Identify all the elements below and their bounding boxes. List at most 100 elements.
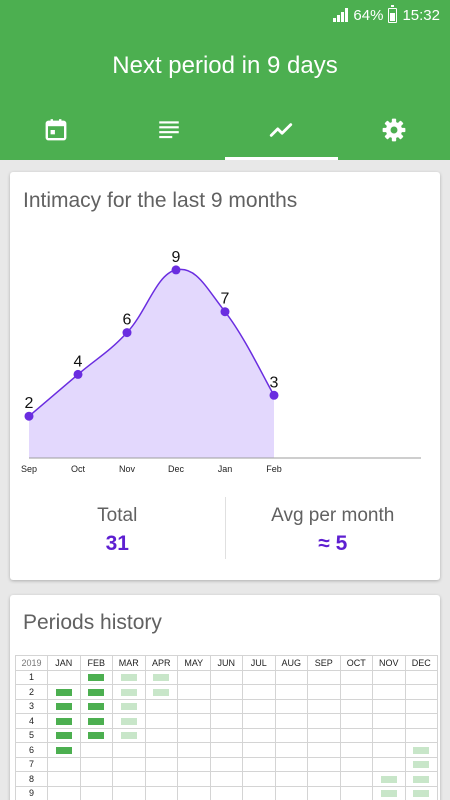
history-cell[interactable]	[242, 771, 276, 787]
history-cell[interactable]	[144, 727, 178, 743]
history-cell[interactable]	[404, 713, 438, 729]
history-cell[interactable]	[339, 756, 373, 772]
history-cell[interactable]	[209, 669, 243, 685]
history-cell[interactable]	[372, 756, 406, 772]
history-cell[interactable]	[47, 756, 81, 772]
history-cell[interactable]	[144, 698, 178, 714]
history-cell[interactable]	[79, 785, 113, 800]
history-cell[interactable]	[79, 669, 113, 685]
history-cell[interactable]	[47, 771, 81, 787]
history-cell[interactable]	[112, 785, 146, 800]
history-cell[interactable]	[404, 698, 438, 714]
history-cell[interactable]	[404, 785, 438, 800]
history-cell[interactable]	[47, 698, 81, 714]
history-cell[interactable]	[372, 742, 406, 758]
history-cell[interactable]	[47, 713, 81, 729]
tab-list[interactable]	[113, 100, 226, 160]
history-cell[interactable]	[274, 742, 308, 758]
history-cell[interactable]	[112, 698, 146, 714]
history-cell[interactable]	[307, 669, 341, 685]
history-cell[interactable]	[79, 756, 113, 772]
history-cell[interactable]	[112, 742, 146, 758]
history-cell[interactable]	[144, 785, 178, 800]
history-cell[interactable]	[47, 669, 81, 685]
history-cell[interactable]	[112, 669, 146, 685]
history-cell[interactable]	[177, 742, 211, 758]
history-cell[interactable]	[79, 698, 113, 714]
history-cell[interactable]	[339, 713, 373, 729]
history-cell[interactable]	[404, 742, 438, 758]
history-cell[interactable]	[47, 785, 81, 800]
history-cell[interactable]	[274, 698, 308, 714]
history-cell[interactable]	[339, 669, 373, 685]
history-cell[interactable]	[242, 684, 276, 700]
history-cell[interactable]	[144, 713, 178, 729]
history-cell[interactable]	[144, 669, 178, 685]
history-cell[interactable]	[209, 684, 243, 700]
history-cell[interactable]	[112, 684, 146, 700]
history-cell[interactable]	[274, 669, 308, 685]
history-cell[interactable]	[177, 698, 211, 714]
history-cell[interactable]	[112, 727, 146, 743]
history-cell[interactable]	[177, 713, 211, 729]
history-cell[interactable]	[79, 727, 113, 743]
history-cell[interactable]	[404, 684, 438, 700]
history-cell[interactable]	[242, 669, 276, 685]
history-cell[interactable]	[372, 698, 406, 714]
history-cell[interactable]	[144, 742, 178, 758]
history-cell[interactable]	[339, 771, 373, 787]
history-cell[interactable]	[307, 684, 341, 700]
history-cell[interactable]	[79, 771, 113, 787]
history-cell[interactable]	[404, 727, 438, 743]
tab-calendar[interactable]	[0, 100, 113, 160]
history-cell[interactable]	[47, 742, 81, 758]
history-cell[interactable]	[339, 742, 373, 758]
history-cell[interactable]	[372, 713, 406, 729]
history-cell[interactable]	[209, 756, 243, 772]
history-cell[interactable]	[307, 698, 341, 714]
history-cell[interactable]	[242, 756, 276, 772]
history-cell[interactable]	[274, 727, 308, 743]
history-cell[interactable]	[79, 742, 113, 758]
history-cell[interactable]	[177, 684, 211, 700]
history-cell[interactable]	[177, 727, 211, 743]
history-cell[interactable]	[274, 713, 308, 729]
history-cell[interactable]	[242, 785, 276, 800]
history-cell[interactable]	[47, 727, 81, 743]
history-cell[interactable]	[339, 698, 373, 714]
history-cell[interactable]	[372, 771, 406, 787]
history-cell[interactable]	[404, 756, 438, 772]
history-cell[interactable]	[144, 756, 178, 772]
history-cell[interactable]	[242, 727, 276, 743]
history-cell[interactable]	[177, 785, 211, 800]
history-cell[interactable]	[209, 742, 243, 758]
history-cell[interactable]	[372, 785, 406, 800]
history-cell[interactable]	[242, 742, 276, 758]
history-cell[interactable]	[372, 684, 406, 700]
history-cell[interactable]	[209, 771, 243, 787]
history-cell[interactable]	[177, 756, 211, 772]
history-cell[interactable]	[79, 684, 113, 700]
history-cell[interactable]	[339, 785, 373, 800]
history-cell[interactable]	[242, 698, 276, 714]
history-cell[interactable]	[144, 684, 178, 700]
history-cell[interactable]	[307, 785, 341, 800]
history-cell[interactable]	[112, 756, 146, 772]
history-cell[interactable]	[112, 771, 146, 787]
history-cell[interactable]	[274, 756, 308, 772]
history-cell[interactable]	[307, 756, 341, 772]
history-cell[interactable]	[209, 713, 243, 729]
history-cell[interactable]	[274, 771, 308, 787]
history-cell[interactable]	[372, 727, 406, 743]
history-cell[interactable]	[372, 669, 406, 685]
history-cell[interactable]	[177, 771, 211, 787]
history-cell[interactable]	[274, 684, 308, 700]
history-cell[interactable]	[112, 713, 146, 729]
history-cell[interactable]	[144, 771, 178, 787]
history-cell[interactable]	[209, 727, 243, 743]
history-cell[interactable]	[47, 684, 81, 700]
history-cell[interactable]	[79, 713, 113, 729]
history-cell[interactable]	[404, 771, 438, 787]
history-cell[interactable]	[339, 684, 373, 700]
history-cell[interactable]	[307, 742, 341, 758]
